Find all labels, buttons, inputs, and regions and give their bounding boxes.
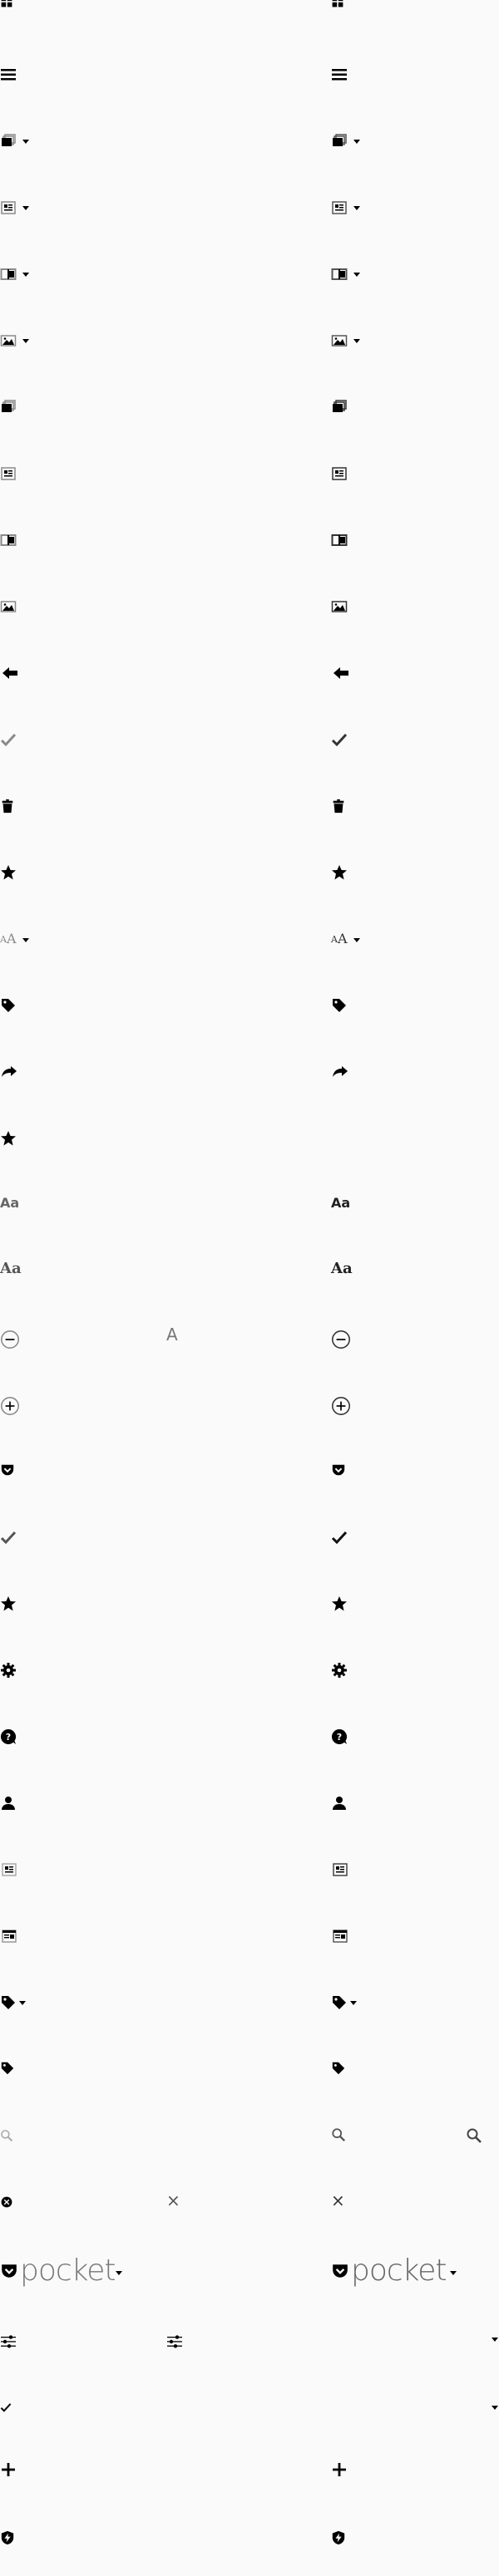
chevron-down-icon[interactable] <box>22 270 30 278</box>
grid-icon[interactable] <box>0 0 13 8</box>
chevron-down-icon[interactable] <box>353 936 361 944</box>
trash-icon[interactable] <box>0 798 15 814</box>
reader-view-icon[interactable] <box>0 1928 18 1944</box>
columns-icon[interactable] <box>331 532 348 548</box>
search-icon[interactable] <box>0 2129 13 2142</box>
trash-icon[interactable] <box>331 798 346 814</box>
font-sans-option[interactable]: Aa <box>0 1195 20 1211</box>
columns-icon[interactable] <box>331 266 348 283</box>
star-solid-icon[interactable] <box>0 1595 17 1612</box>
pocket-icon[interactable] <box>0 1463 15 1477</box>
list-icon[interactable] <box>331 66 348 83</box>
chevron-down-icon[interactable] <box>491 2335 499 2343</box>
pocket-wordmark: pocket <box>20 2254 116 2288</box>
chevron-down-icon[interactable] <box>22 337 30 345</box>
image-icon[interactable] <box>0 332 17 349</box>
minus-circle-icon[interactable] <box>0 1330 20 1349</box>
chevron-down-icon[interactable] <box>22 137 30 145</box>
archive-icon[interactable] <box>331 133 348 150</box>
columns-icon[interactable] <box>0 532 17 548</box>
close-icon[interactable]: × <box>331 2190 345 2210</box>
chevron-down-icon[interactable] <box>115 2269 123 2277</box>
chevron-down-icon[interactable] <box>491 2403 499 2411</box>
font-serif-option[interactable]: Aa <box>0 1260 22 1277</box>
pocket-wordmark: pocket <box>351 2254 447 2288</box>
gear-icon[interactable] <box>331 1662 348 1679</box>
chevron-down-icon[interactable] <box>22 936 30 944</box>
tag-menu-icon[interactable] <box>331 1994 348 2011</box>
grid-icon[interactable] <box>331 0 344 8</box>
tag-icon[interactable] <box>0 997 17 1014</box>
premium-shield-icon[interactable] <box>331 2529 346 2546</box>
plus-icon[interactable] <box>331 2461 348 2478</box>
help-icon[interactable] <box>331 1728 348 1745</box>
gear-icon[interactable] <box>0 1662 17 1679</box>
article-icon[interactable] <box>0 199 17 216</box>
plus-circle-icon[interactable] <box>0 1396 20 1416</box>
clear-search-icon[interactable] <box>0 2195 13 2209</box>
star-solid-icon[interactable] <box>331 1595 348 1612</box>
chevron-down-icon[interactable] <box>353 337 361 345</box>
check-small-icon[interactable] <box>0 2401 12 2413</box>
filter-icon[interactable] <box>166 2333 183 2350</box>
article-view-icon[interactable] <box>331 1861 349 1878</box>
pocket-logo[interactable]: pocket <box>331 2254 472 2290</box>
help-icon[interactable] <box>0 1728 17 1745</box>
pocket-icon[interactable] <box>331 1463 346 1477</box>
chevron-down-icon[interactable] <box>18 1998 27 2007</box>
checkmark-icon[interactable] <box>331 1529 348 1546</box>
font-sans-option[interactable]: Aa <box>331 1195 351 1211</box>
article-icon[interactable] <box>331 199 348 216</box>
plus-icon[interactable] <box>0 2461 17 2478</box>
plus-circle-icon[interactable] <box>331 1396 351 1416</box>
favorite-star-icon[interactable] <box>0 1130 17 1147</box>
search-icon[interactable] <box>331 2127 346 2142</box>
filter-icon[interactable] <box>0 2333 17 2350</box>
premium-shield-icon[interactable] <box>0 2529 15 2546</box>
archive-icon[interactable] <box>0 399 17 415</box>
font-size-icon[interactable]: A A <box>331 931 364 949</box>
star-icon[interactable] <box>331 864 348 881</box>
image-icon[interactable] <box>331 598 348 615</box>
article-icon[interactable] <box>0 465 17 482</box>
image-icon[interactable] <box>0 598 17 615</box>
star-icon[interactable] <box>0 864 17 881</box>
chevron-down-icon[interactable] <box>353 270 361 278</box>
tag-menu-icon[interactable] <box>0 1994 17 2011</box>
user-icon[interactable] <box>0 1795 17 1812</box>
chevron-down-icon[interactable] <box>353 137 361 145</box>
minus-circle-icon[interactable] <box>331 1330 351 1349</box>
chevron-down-icon[interactable] <box>349 1998 358 2007</box>
back-arrow-icon[interactable] <box>331 665 351 681</box>
article-view-icon[interactable] <box>0 1861 18 1878</box>
reader-view-icon[interactable] <box>331 1928 349 1944</box>
article-icon[interactable] <box>331 465 348 482</box>
search-icon[interactable] <box>466 2127 482 2144</box>
image-icon[interactable] <box>331 332 348 349</box>
list-icon[interactable] <box>0 66 17 83</box>
back-arrow-icon[interactable] <box>0 665 20 681</box>
share-icon[interactable] <box>0 1064 18 1080</box>
share-icon[interactable] <box>331 1064 349 1080</box>
chevron-down-icon[interactable] <box>449 2269 457 2277</box>
pocket-icon <box>331 2262 349 2280</box>
archive-icon[interactable] <box>331 399 348 415</box>
chevron-down-icon[interactable] <box>22 204 30 212</box>
user-icon[interactable] <box>331 1795 348 1812</box>
pocket-logo[interactable]: pocket <box>0 2254 133 2290</box>
tag-small-icon[interactable] <box>331 2061 346 2076</box>
font-serif-option[interactable]: Aa <box>331 1260 353 1277</box>
check-icon[interactable] <box>0 731 17 748</box>
font-size-icon[interactable]: A A <box>0 931 33 949</box>
pocket-icon <box>0 2262 18 2280</box>
chevron-down-icon[interactable] <box>353 204 361 212</box>
font-size-label: A <box>166 1325 178 1345</box>
checkmark-icon[interactable] <box>0 1529 17 1546</box>
close-icon[interactable]: × <box>166 2190 180 2210</box>
tag-icon[interactable] <box>331 997 348 1014</box>
tag-small-icon[interactable] <box>0 2061 15 2076</box>
archive-icon[interactable] <box>0 133 17 150</box>
columns-icon[interactable] <box>0 266 17 283</box>
check-icon[interactable] <box>331 731 348 748</box>
